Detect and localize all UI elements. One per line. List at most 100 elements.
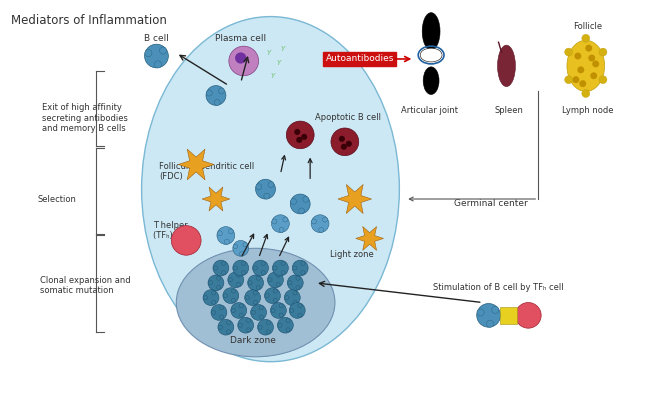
Circle shape: [226, 330, 231, 334]
Circle shape: [215, 99, 220, 105]
Circle shape: [233, 260, 249, 276]
Ellipse shape: [421, 48, 442, 62]
FancyBboxPatch shape: [500, 307, 517, 324]
Circle shape: [285, 296, 289, 300]
Circle shape: [217, 227, 235, 244]
Text: Lymph node: Lymph node: [562, 106, 613, 115]
Circle shape: [232, 308, 235, 312]
Circle shape: [301, 261, 305, 265]
Circle shape: [160, 47, 167, 54]
Circle shape: [211, 304, 227, 320]
Circle shape: [585, 45, 593, 51]
Circle shape: [477, 309, 484, 316]
Circle shape: [293, 266, 297, 270]
Circle shape: [279, 304, 283, 308]
Circle shape: [228, 278, 232, 282]
Circle shape: [268, 278, 272, 282]
Ellipse shape: [422, 13, 440, 50]
Circle shape: [318, 227, 324, 233]
Circle shape: [211, 310, 216, 314]
Circle shape: [212, 300, 216, 304]
Circle shape: [208, 275, 224, 291]
Circle shape: [261, 271, 266, 275]
Circle shape: [339, 136, 345, 142]
Text: Y: Y: [281, 46, 284, 52]
Circle shape: [577, 66, 584, 73]
Circle shape: [492, 306, 499, 314]
Circle shape: [296, 276, 300, 280]
Circle shape: [238, 317, 254, 333]
Circle shape: [218, 88, 224, 94]
Circle shape: [303, 196, 309, 202]
Circle shape: [256, 285, 260, 290]
Circle shape: [253, 300, 258, 304]
Text: Y: Y: [266, 50, 271, 56]
Circle shape: [233, 241, 249, 256]
Circle shape: [259, 306, 264, 310]
Circle shape: [216, 285, 220, 290]
Circle shape: [203, 296, 208, 300]
Circle shape: [287, 275, 303, 291]
Circle shape: [273, 298, 277, 302]
Circle shape: [293, 291, 297, 295]
Circle shape: [264, 288, 281, 304]
Circle shape: [253, 291, 258, 295]
Circle shape: [286, 318, 290, 323]
Polygon shape: [338, 184, 371, 213]
Circle shape: [477, 304, 500, 327]
Circle shape: [588, 55, 595, 61]
Circle shape: [212, 291, 216, 295]
Text: Light zone: Light zone: [330, 250, 373, 259]
Circle shape: [564, 48, 572, 56]
Circle shape: [290, 308, 294, 312]
Circle shape: [243, 243, 247, 247]
Circle shape: [265, 294, 269, 298]
Circle shape: [223, 288, 239, 304]
Circle shape: [226, 320, 231, 325]
Circle shape: [231, 302, 247, 318]
Circle shape: [256, 276, 260, 280]
Circle shape: [273, 289, 277, 293]
Text: T helper
(TFₕ) cell: T helper (TFₕ) cell: [154, 221, 190, 240]
Circle shape: [322, 217, 328, 222]
Circle shape: [281, 271, 285, 275]
Text: Spleen: Spleen: [494, 106, 523, 115]
Circle shape: [294, 129, 300, 135]
Circle shape: [224, 294, 228, 298]
Text: Mediators of Inflammation: Mediators of Inflammation: [10, 14, 167, 27]
Circle shape: [236, 282, 241, 286]
Text: Y: Y: [276, 60, 281, 66]
Circle shape: [209, 281, 213, 285]
Circle shape: [222, 271, 226, 275]
Circle shape: [271, 215, 289, 233]
Circle shape: [145, 44, 168, 68]
Text: Autoantibodies: Autoantibodies: [326, 55, 394, 63]
Circle shape: [218, 319, 233, 335]
Circle shape: [296, 285, 300, 290]
Circle shape: [283, 217, 288, 222]
Circle shape: [222, 261, 226, 265]
Circle shape: [264, 193, 269, 199]
Circle shape: [341, 144, 347, 150]
Circle shape: [279, 227, 284, 233]
Circle shape: [290, 199, 296, 204]
Circle shape: [515, 302, 541, 328]
Circle shape: [284, 290, 300, 306]
Circle shape: [206, 90, 212, 96]
Circle shape: [281, 261, 285, 265]
Circle shape: [251, 310, 255, 314]
Circle shape: [579, 80, 586, 87]
Circle shape: [298, 304, 302, 308]
Circle shape: [203, 290, 219, 306]
Circle shape: [298, 208, 305, 214]
Circle shape: [232, 298, 235, 302]
Circle shape: [241, 271, 245, 275]
Circle shape: [154, 61, 162, 68]
Circle shape: [293, 300, 297, 304]
Circle shape: [232, 289, 235, 293]
Circle shape: [258, 319, 273, 335]
Circle shape: [574, 53, 581, 59]
Circle shape: [239, 304, 243, 308]
Circle shape: [564, 76, 572, 84]
Circle shape: [266, 320, 270, 325]
